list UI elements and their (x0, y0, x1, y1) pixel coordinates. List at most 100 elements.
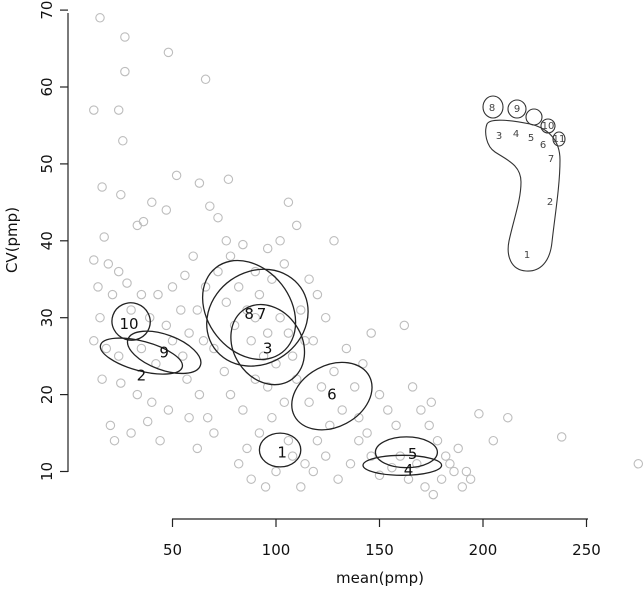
data-point (374, 389, 385, 400)
data-point (99, 232, 109, 242)
data-point (89, 105, 99, 115)
data-point (345, 459, 356, 469)
data-point (136, 289, 147, 300)
data-point (184, 412, 194, 423)
cluster-ellipse-10 (111, 302, 151, 341)
data-point (250, 374, 261, 384)
data-point (225, 389, 236, 400)
foot-label-7: 7 (548, 154, 554, 165)
data-point (633, 459, 644, 469)
cluster-label-9: 9 (159, 343, 169, 361)
y-tick-label: 60 (38, 77, 56, 96)
data-point (283, 197, 294, 208)
cluster-ellipse-8 (201, 259, 297, 361)
cluster-label-8: 8 (244, 305, 254, 323)
data-point (320, 451, 331, 461)
data-point (213, 212, 223, 223)
data-point (116, 189, 126, 200)
data-point (95, 13, 105, 23)
data-point (341, 343, 352, 354)
cluster-label-3: 3 (263, 340, 273, 358)
data-point (503, 412, 513, 423)
data-point (223, 174, 234, 185)
data-point (93, 282, 103, 292)
cluster-ellipse-7 (206, 268, 309, 367)
data-point (254, 289, 265, 300)
data-point (213, 266, 223, 277)
data-point (329, 366, 339, 377)
data-point (449, 466, 459, 477)
cluster-label-1: 1 (277, 443, 287, 461)
data-point (200, 74, 211, 85)
data-point (142, 416, 153, 427)
data-point (167, 282, 178, 292)
cluster-ellipse-6 (291, 361, 373, 431)
data-point (453, 443, 463, 454)
data-point (242, 443, 252, 454)
foot-label-11: 11 (553, 134, 566, 145)
data-point (126, 305, 136, 315)
cluster-label-10: 10 (119, 315, 138, 333)
data-point (312, 435, 323, 446)
data-point (308, 336, 319, 346)
data-point (105, 420, 116, 431)
data-point (126, 428, 136, 438)
data-point (488, 435, 499, 446)
data-point (275, 236, 285, 246)
data-point (316, 382, 327, 392)
data-point (120, 66, 130, 77)
data-point (308, 466, 319, 477)
data-point (320, 312, 331, 323)
data-point (426, 397, 437, 408)
data-point (312, 289, 323, 300)
cluster-ellipse-4 (362, 454, 443, 476)
data-point (383, 405, 393, 415)
data-point (101, 343, 112, 354)
data-point (209, 343, 219, 354)
data-point (399, 320, 410, 331)
data-point (233, 459, 244, 469)
data-point (333, 474, 343, 484)
cluster-ellipse-1 (258, 432, 302, 468)
data-point (374, 470, 385, 481)
data-point (176, 305, 186, 315)
data-point (283, 328, 294, 338)
data-point (122, 278, 132, 288)
x-tick-label: 100 (262, 541, 291, 559)
data-point (262, 243, 273, 254)
x-tick-label: 200 (469, 541, 498, 559)
data-point (238, 239, 248, 250)
y-tick-label: 40 (38, 231, 56, 250)
data-point (440, 451, 451, 461)
toe-10 (525, 108, 543, 126)
data-point (337, 405, 347, 415)
data-point (260, 482, 271, 492)
toe-8 (482, 95, 504, 119)
data-point (116, 378, 126, 388)
data-point (445, 459, 455, 469)
data-point (387, 462, 397, 473)
data-point (329, 236, 339, 246)
data-point (171, 170, 182, 181)
data-point (262, 328, 273, 338)
footprint-sole (485, 119, 561, 272)
data-point (109, 435, 120, 446)
data-point (296, 305, 306, 315)
data-point (246, 474, 256, 484)
data-point (279, 397, 290, 408)
data-point (184, 328, 194, 338)
cluster-label-6: 6 (327, 386, 337, 404)
data-point (113, 266, 124, 277)
data-point (556, 432, 567, 442)
data-point (366, 451, 376, 461)
x-tick-label: 50 (163, 541, 182, 559)
foot-label-3: 3 (496, 131, 502, 142)
data-point (161, 320, 172, 331)
data-point (147, 397, 157, 408)
data-point (300, 336, 310, 346)
data-point (161, 205, 172, 215)
data-point (432, 435, 443, 446)
data-point (304, 274, 314, 284)
data-point (97, 182, 107, 192)
